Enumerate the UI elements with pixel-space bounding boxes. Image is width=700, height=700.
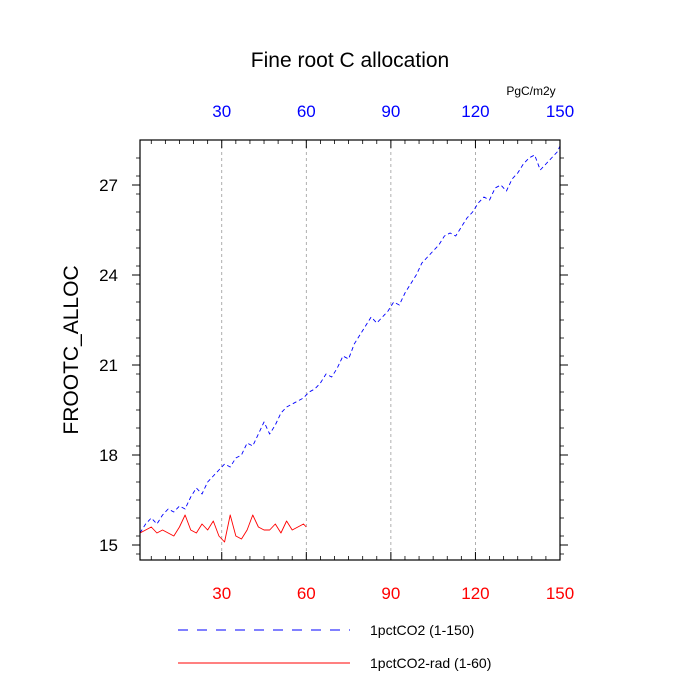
axis-ticks: 30 30 60 60 90 90 120 120 150 150 15 18 21 24 27: [99, 102, 574, 603]
x-tick-label-bottom: 150: [546, 584, 574, 603]
x-tick-label-bottom: 30: [212, 584, 231, 603]
y-tick-label: 18: [99, 446, 118, 465]
legend-label-1: 1pctCO2 (1-150): [370, 622, 474, 638]
plot-frame: [139, 139, 561, 561]
x-tick-label-top: 90: [381, 102, 400, 121]
legend-label-2: 1pctCO2-rad (1-60): [370, 655, 491, 671]
y-axis-label: FROOTC_ALLOC: [60, 265, 83, 434]
chart-title: Fine root C allocation: [251, 49, 449, 72]
series-layer: [139, 145, 561, 543]
units-label: PgC/m2y: [506, 84, 555, 98]
x-tick-label-bottom: 90: [381, 584, 400, 603]
gridlines: [221, 140, 476, 560]
x-tick-label-top: 60: [297, 102, 316, 121]
x-tick-label-top: 150: [546, 102, 574, 121]
y-tick-label: 15: [99, 536, 118, 555]
series-line-2: [139, 514, 307, 543]
x-tick-label-bottom: 120: [461, 584, 489, 603]
y-tick-label: 21: [99, 356, 118, 375]
y-tick-label: 24: [99, 266, 118, 285]
x-tick-label-top: 30: [212, 102, 231, 121]
x-tick-label-top: 120: [461, 102, 489, 121]
series-line-1: [139, 145, 561, 534]
legend: 1pctCO2 (1-150) 1pctCO2-rad (1-60): [178, 622, 491, 671]
x-tick-label-bottom: 60: [297, 584, 316, 603]
y-tick-label: 27: [99, 176, 118, 195]
